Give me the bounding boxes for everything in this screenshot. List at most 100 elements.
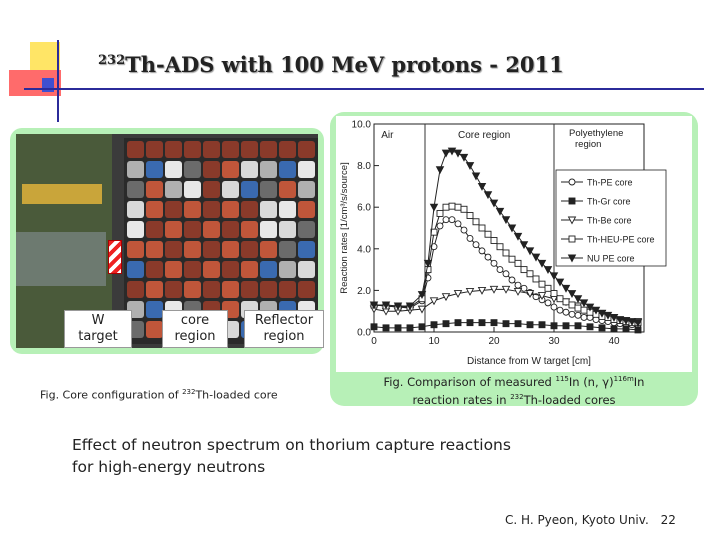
core-grid-cell — [260, 181, 277, 198]
chart-caption-line2-post: Th-loaded cores — [523, 392, 616, 407]
core-grid-cell — [222, 281, 239, 298]
series-5-point — [609, 313, 619, 322]
core-grid-cell — [298, 201, 315, 218]
body-text-line1: Effect of neutron spectrum on thorium ca… — [72, 436, 511, 454]
series-5-point — [567, 290, 577, 298]
core-grid-cell — [222, 181, 239, 198]
series-1-point — [496, 266, 504, 274]
series-1-point — [544, 299, 552, 307]
series-5-point — [525, 247, 535, 256]
series-5-point — [501, 216, 511, 225]
title-text: Th-ADS with 100 MeV protons - 2011 — [125, 52, 564, 77]
decor-horizontal-line — [24, 88, 704, 90]
photo-target-marker — [108, 240, 122, 274]
core-grid-cell — [279, 281, 296, 298]
core-grid-cell — [184, 161, 201, 178]
series-1-point — [460, 226, 468, 234]
core-grid-cell — [222, 141, 239, 158]
series-2-point — [550, 322, 558, 330]
series-4-point — [460, 205, 468, 213]
photo-caption-post: Th-loaded core — [195, 388, 278, 402]
core-grid-cell — [241, 261, 258, 278]
core-grid-cell — [165, 241, 182, 258]
y-axis-label: Reaction rates [1/cm³/s/source] — [339, 162, 350, 293]
legend-swatch-marker — [567, 254, 577, 263]
core-grid-cell — [279, 201, 296, 218]
series-5-point — [591, 306, 601, 315]
core-grid-cell — [279, 181, 296, 198]
series-5-point — [627, 318, 637, 327]
core-grid-cell — [203, 241, 220, 258]
series-5-point — [393, 302, 403, 311]
core-grid-cell — [127, 141, 144, 158]
series-2-point — [574, 322, 582, 330]
series-2-point — [442, 320, 450, 328]
series-3-point — [429, 297, 439, 306]
series-4-point — [442, 203, 450, 211]
y-tick-label: 8.0 — [357, 161, 371, 172]
series-2-point — [430, 321, 438, 329]
series-5-point — [633, 319, 643, 328]
core-grid-cell — [298, 161, 315, 178]
x-tick-label: 40 — [608, 336, 620, 347]
series-5-point — [561, 284, 571, 293]
core-grid-cell — [146, 241, 163, 258]
core-grid-cell — [165, 221, 182, 238]
series-4-point — [472, 218, 480, 226]
core-region-label-line2: region — [174, 329, 216, 344]
core-grid-cell — [184, 201, 201, 218]
core-grid-cell — [127, 201, 144, 218]
core-grid-cell — [146, 161, 163, 178]
core-grid-cell — [184, 141, 201, 158]
series-1-point — [484, 253, 492, 261]
series-1-point — [466, 234, 474, 242]
series-5-point — [435, 166, 445, 175]
series-5-point — [429, 203, 439, 212]
series-3-point — [441, 293, 451, 302]
core-grid-cell — [127, 221, 144, 238]
chart-caption-line2-pre: reaction rates in — [412, 392, 511, 407]
series-4-point — [544, 284, 552, 292]
series-4-point — [508, 255, 516, 263]
legend-entry: Th-HEU-PE core — [587, 235, 655, 245]
series-2-point — [502, 320, 510, 328]
chart-caption-line1-sup2: 116m — [613, 375, 634, 383]
series-3-point — [465, 287, 475, 296]
series-4-point — [556, 295, 564, 303]
region-label-air: Air — [381, 130, 394, 141]
core-grid-cell — [165, 261, 182, 278]
series-1-point — [472, 241, 480, 249]
series-5-point — [381, 301, 391, 310]
chart-caption-line1-post: In — [633, 374, 645, 389]
core-region-label-line1: core — [180, 313, 210, 328]
core-grid-cell — [279, 161, 296, 178]
series-5-point — [447, 147, 457, 156]
series-2-point — [478, 319, 486, 327]
series-2-point — [622, 325, 630, 333]
series-1-point — [556, 306, 564, 314]
core-grid-cell — [184, 281, 201, 298]
chart-caption-line1-pre: Fig. Comparison of measured — [383, 374, 556, 389]
core-grid-cell — [184, 241, 201, 258]
core-grid-cell — [298, 241, 315, 258]
series-1-point — [562, 308, 570, 316]
series-4-point — [448, 202, 456, 210]
core-grid-cell — [241, 241, 258, 258]
series-5-point — [615, 316, 625, 324]
core-grid-cell — [146, 181, 163, 198]
chart-caption-line1-sup1: 115 — [555, 375, 569, 383]
series-5-point — [471, 172, 481, 181]
series-4-point — [502, 249, 510, 257]
series-2-point — [526, 321, 534, 329]
series-5-point — [495, 207, 505, 216]
series-5-point — [579, 299, 589, 308]
core-grid-cell — [222, 241, 239, 258]
core-grid-cell — [241, 281, 258, 298]
series-2-point — [418, 323, 426, 331]
series-1-point — [454, 220, 462, 228]
core-grid-cell — [241, 181, 258, 198]
series-1-point — [514, 281, 522, 289]
series-4-point — [532, 275, 540, 283]
core-grid-cell — [165, 201, 182, 218]
core-grid-cell — [298, 181, 315, 198]
